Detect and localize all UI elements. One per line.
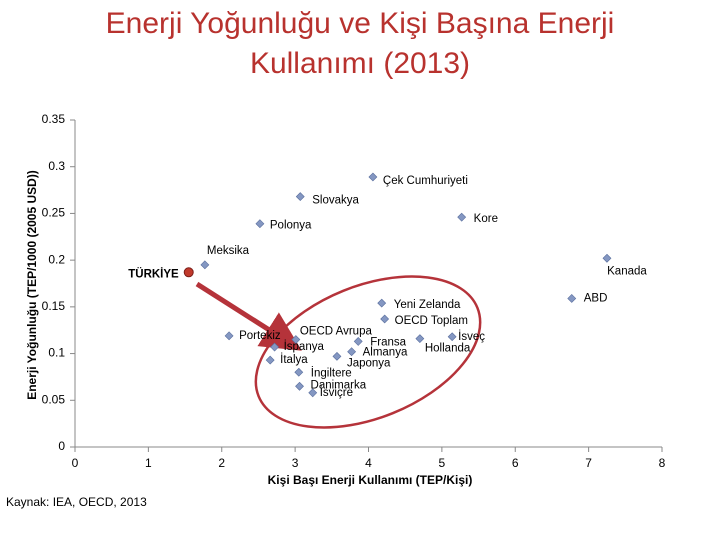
point (567, 294, 577, 303)
point (380, 314, 390, 324)
point (353, 337, 363, 346)
point-label: Slovakya (312, 195, 359, 207)
point (291, 335, 301, 344)
point (224, 331, 234, 341)
point-label: İspanya (284, 340, 325, 353)
point-label: Kore (474, 213, 498, 225)
point (255, 219, 265, 229)
point-label: Çek Cumhuriyeti (383, 175, 468, 187)
point (368, 172, 378, 182)
point (602, 253, 612, 263)
point (377, 298, 387, 308)
y-tick-label: 0.05 (42, 392, 66, 406)
x-tick-label: 3 (292, 456, 299, 470)
x-tick-label: 6 (512, 456, 519, 470)
y-tick-label: 0.25 (42, 206, 66, 220)
point-label: Yeni Zelanda (394, 299, 461, 311)
x-tick-label: 4 (365, 456, 372, 470)
point-label: İsviçre (320, 386, 353, 399)
point-label: Portekiz (239, 330, 281, 342)
arrow (195, 281, 302, 351)
chart-title: Enerji Yoğunluğu ve Kişi Başına Enerji K… (105, 7, 615, 80)
point-label: Kanada (607, 265, 647, 277)
point-label: Almanya (363, 347, 408, 359)
point-label: ABD (584, 292, 608, 304)
point-label: Japonya (347, 357, 391, 369)
x-tick-label: 0 (72, 456, 79, 470)
x-tick-label: 5 (439, 456, 446, 470)
point (415, 334, 425, 344)
point (457, 212, 467, 222)
point (200, 260, 210, 270)
point-label: İngiltere (311, 366, 352, 379)
y-tick-label: 0.2 (48, 252, 65, 266)
source: Kaynak: IEA, OECD, 2013 (6, 495, 147, 509)
point (294, 367, 304, 377)
y-tick-label: 0.35 (42, 112, 66, 126)
point-label: İtalya (280, 353, 308, 366)
point (265, 355, 275, 365)
point-label: Danimarka (311, 379, 367, 391)
y-axis-label: Enerji Yoğunluğu (TEP/1000 (2005 USD)) (25, 170, 39, 400)
point (295, 381, 304, 391)
point (332, 351, 342, 361)
x-tick-label: 7 (585, 456, 592, 470)
point (183, 267, 194, 278)
point (295, 192, 305, 202)
point-label: Polonya (270, 220, 312, 232)
point-label: OECD Avrupa (300, 326, 373, 338)
highlight-ellipse (254, 275, 482, 429)
x-tick-label: 1 (145, 456, 152, 470)
point-label: Fransa (370, 336, 406, 348)
point-label: Hollanda (425, 343, 471, 355)
point (308, 388, 318, 398)
point-label: Meksika (207, 245, 250, 257)
x-axis-label: Kişi Başı Enerji Kullanımı (TEP/Kişi) (268, 473, 473, 487)
x-tick-label: 2 (218, 456, 225, 470)
x-tick-label: 8 (659, 456, 666, 470)
point (270, 342, 280, 352)
point-label: OECD Toplam (395, 315, 468, 327)
y-tick-label: 0.3 (48, 159, 65, 173)
point-label: TÜRKİYE (128, 267, 179, 280)
y-tick-label: 0 (58, 439, 65, 453)
point (447, 332, 457, 342)
point (347, 347, 357, 357)
point-label: İsveç (458, 330, 485, 343)
y-tick-label: 0.1 (48, 346, 65, 360)
y-tick-label: 0.15 (42, 299, 66, 313)
